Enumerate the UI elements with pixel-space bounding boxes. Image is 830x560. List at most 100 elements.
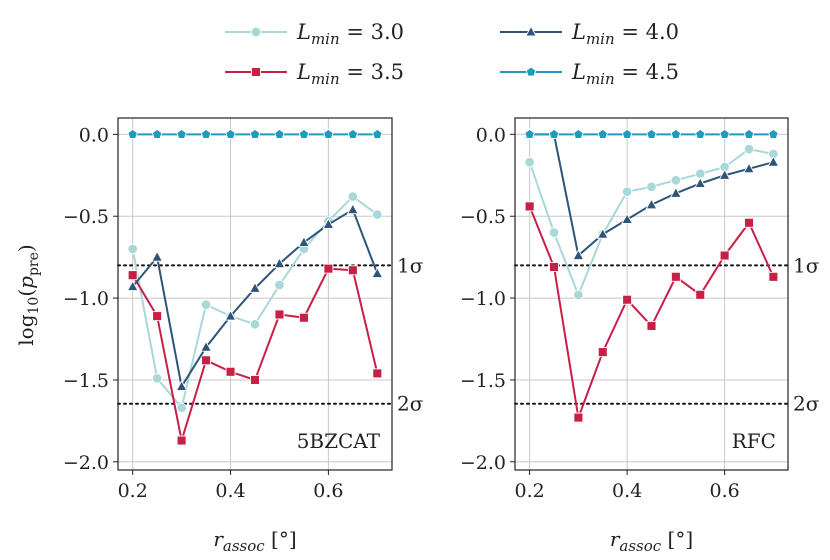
y-tick-label: −0.5 xyxy=(460,206,506,228)
data-point xyxy=(646,320,657,331)
y-tick-label: −1.0 xyxy=(63,288,109,310)
data-point xyxy=(176,402,187,414)
data-point xyxy=(524,156,535,168)
x-tick-label: 0.2 xyxy=(515,480,545,502)
data-point xyxy=(621,128,633,139)
panel-5bzcat: 1σ 2σ 0.2 0.4 0.6 0.0 −0.5 −1.0 −1.5 −2.0 5BZCAT ra… xyxy=(63,117,424,555)
y-axis-label: log10(ppre) xyxy=(14,244,42,345)
data-point xyxy=(573,128,584,139)
x-tick-label: 0.2 xyxy=(118,480,148,502)
y-tick-label: −0.5 xyxy=(63,206,109,228)
panel-annotation: 5BZCAT xyxy=(297,429,381,453)
data-point xyxy=(151,373,163,384)
data-point xyxy=(646,128,657,139)
legend-entry: Lmin = 4.0 xyxy=(500,20,679,48)
data-point xyxy=(670,128,682,139)
data-point xyxy=(645,198,658,210)
data-point xyxy=(126,280,139,292)
data-point xyxy=(201,355,212,366)
legend-marker xyxy=(251,67,261,77)
data-point xyxy=(176,435,187,446)
y-tick-label: 0.0 xyxy=(476,124,506,146)
data-point xyxy=(127,243,138,255)
y-tick-label: −1.5 xyxy=(460,370,506,392)
axes-frame xyxy=(117,117,393,471)
data-point xyxy=(524,128,535,139)
data-point xyxy=(298,312,309,323)
series-line xyxy=(528,206,775,419)
legend-marker xyxy=(250,26,262,38)
data-point xyxy=(597,347,608,358)
data-point xyxy=(323,263,334,274)
y-tick-label: −2.0 xyxy=(460,452,506,474)
data-point xyxy=(200,128,212,139)
legend-label: Lmin = 3.0 xyxy=(296,20,404,48)
data-point xyxy=(573,289,584,301)
data-point xyxy=(225,128,236,139)
panel-rfc: 1σ 2σ 0.2 0.4 0.6 0.0 −0.5 −1.0 −1.5 −2.0 RFC rasso… xyxy=(460,117,820,555)
x-tick-label: 0.4 xyxy=(612,480,642,502)
data-point xyxy=(548,227,560,238)
x-tick-label: 0.6 xyxy=(313,480,343,502)
x-tick-label: 0.4 xyxy=(215,480,245,502)
x-tick-label: 0.6 xyxy=(710,480,740,502)
panels: 1σ 2σ 0.2 0.4 0.6 0.0 −0.5 −1.0 −1.5 −2.0 5BZCAT ra… xyxy=(63,117,820,555)
data-point xyxy=(572,249,585,260)
data-point xyxy=(621,186,633,197)
data-point xyxy=(274,309,285,320)
legend-label: Lmin = 4.0 xyxy=(571,20,679,48)
data-point xyxy=(224,309,237,321)
data-point xyxy=(347,265,358,276)
data-point xyxy=(695,168,706,179)
data-point xyxy=(694,177,707,188)
legend-entry: Lmin = 3.5 xyxy=(225,60,404,88)
data-point xyxy=(768,271,779,282)
data-point xyxy=(127,128,138,139)
data-point xyxy=(274,279,285,291)
y-tick-label: 0.0 xyxy=(79,124,109,146)
legend-marker xyxy=(525,66,537,77)
data-point xyxy=(646,181,657,193)
data-point xyxy=(249,281,261,293)
series-line xyxy=(528,148,774,296)
data-point xyxy=(695,289,706,300)
y-tick-label: −1.0 xyxy=(460,288,506,310)
series-line xyxy=(131,267,379,442)
data-point xyxy=(322,217,335,229)
data-point xyxy=(670,271,681,282)
data-point xyxy=(372,368,383,379)
data-point xyxy=(768,128,779,139)
data-point xyxy=(273,257,286,269)
data-point xyxy=(176,128,187,139)
legend-marker xyxy=(525,25,537,37)
data-point xyxy=(152,311,163,322)
data-point xyxy=(372,128,383,139)
x-axis-label: rassoc [°] xyxy=(610,527,693,555)
data-point xyxy=(151,128,163,139)
data-point xyxy=(127,270,138,281)
data-point xyxy=(621,213,634,224)
axes-frame xyxy=(514,117,789,471)
data-point xyxy=(524,201,535,212)
data-point xyxy=(694,128,706,139)
data-point xyxy=(346,203,359,215)
data-point xyxy=(225,366,236,377)
data-point xyxy=(718,168,731,180)
data-point xyxy=(622,294,633,305)
sigma-label: 1σ xyxy=(793,253,820,277)
x-axis-label: rassoc [°] xyxy=(213,527,296,555)
data-point xyxy=(670,174,682,186)
data-point xyxy=(719,128,730,139)
legend: Lmin = 3.0 Lmin = 3.5 Lmin = 4.0 Lmin = 4.5 xyxy=(225,20,679,88)
y-axis-label-text: log10(ppre) xyxy=(14,244,42,345)
data-point xyxy=(323,128,334,139)
series-line xyxy=(529,133,774,257)
data-point xyxy=(298,128,310,139)
data-point xyxy=(250,375,260,385)
y-tick-label: −2.0 xyxy=(63,452,109,474)
data-point xyxy=(597,128,609,139)
data-point xyxy=(743,143,755,155)
data-point xyxy=(347,191,359,202)
data-point xyxy=(175,380,188,391)
data-point xyxy=(744,217,754,228)
